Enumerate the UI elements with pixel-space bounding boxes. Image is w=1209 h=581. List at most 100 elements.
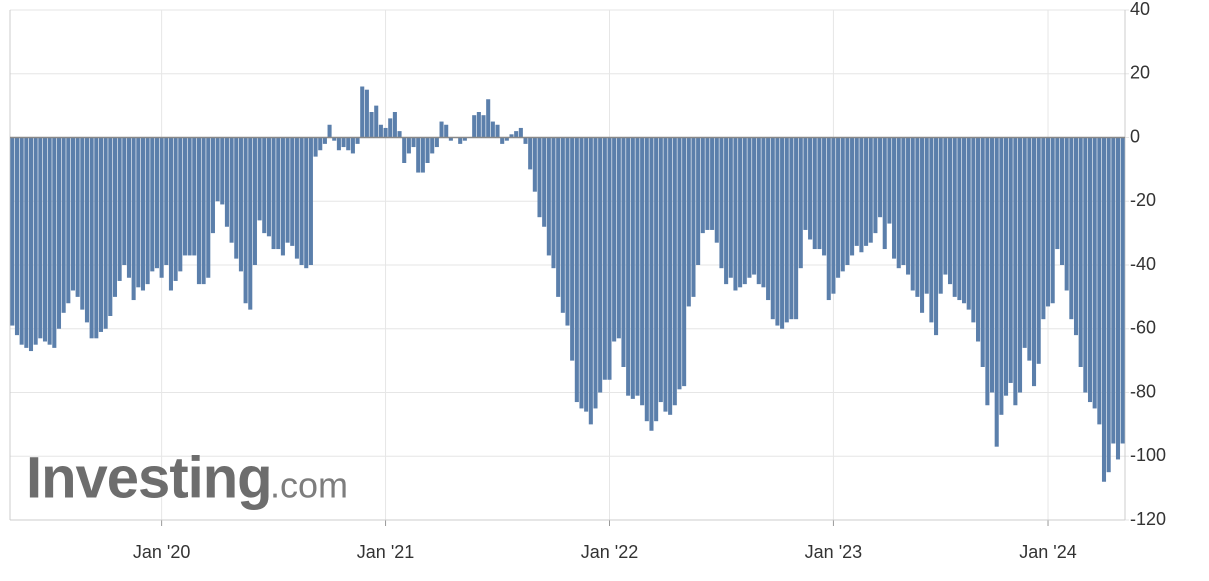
bar [1017, 137, 1023, 393]
bar [784, 137, 789, 323]
bar [710, 137, 715, 230]
bar [840, 137, 845, 272]
bar [201, 137, 206, 285]
bar [420, 137, 425, 173]
bar [1073, 137, 1079, 336]
bar [1087, 137, 1093, 403]
bar [1106, 137, 1111, 473]
bar [378, 124, 383, 138]
bar [448, 137, 453, 141]
bar [742, 137, 747, 285]
bar [976, 137, 981, 342]
bar [1036, 137, 1041, 364]
bar [397, 131, 402, 138]
bar [789, 137, 794, 320]
bar [318, 137, 323, 151]
bar [210, 137, 215, 234]
bar [332, 137, 337, 141]
bar [24, 137, 29, 348]
bar [957, 137, 962, 301]
bar [654, 137, 659, 422]
bar [94, 137, 99, 339]
bar [822, 137, 827, 256]
bar [481, 115, 486, 138]
bar [38, 137, 43, 339]
bar [761, 137, 766, 288]
bar [220, 137, 225, 205]
bar [154, 137, 159, 269]
bar [33, 137, 38, 345]
x-tick-label: Jan '20 [133, 542, 190, 562]
bar [798, 137, 803, 269]
bar [462, 137, 467, 141]
bar [929, 137, 934, 323]
y-tick-label: -60 [1130, 318, 1156, 338]
bar [476, 112, 481, 138]
bar [126, 137, 131, 278]
bar [994, 137, 999, 447]
bar [551, 137, 556, 269]
bar [733, 137, 738, 291]
bar [1022, 137, 1027, 348]
bar [1045, 137, 1051, 307]
bar [364, 89, 369, 138]
y-tick-label: -20 [1130, 190, 1156, 210]
bar [173, 137, 178, 281]
bar [700, 137, 705, 234]
bar [10, 137, 15, 326]
bar [1027, 137, 1032, 361]
bar [691, 137, 696, 297]
x-tick-label: Jan '21 [357, 542, 414, 562]
bar [747, 137, 752, 278]
bar [864, 137, 869, 246]
bar [500, 137, 505, 144]
bar [752, 137, 757, 275]
bar [714, 137, 719, 243]
bar [999, 137, 1004, 415]
bar [150, 137, 155, 272]
bar [252, 137, 257, 265]
bar [234, 137, 239, 259]
y-tick-label: -80 [1130, 381, 1156, 401]
bar [570, 137, 575, 361]
bar [486, 99, 491, 138]
bar [346, 137, 351, 151]
bar [808, 137, 813, 240]
bar [682, 137, 687, 387]
bar [640, 137, 645, 406]
bar [271, 137, 276, 250]
bar [612, 137, 617, 342]
bar [509, 134, 514, 138]
x-tick-label: Jan '24 [1019, 542, 1076, 562]
bar [504, 137, 509, 141]
bar [131, 137, 136, 301]
bar [495, 124, 500, 138]
bar [136, 137, 141, 288]
bar [1059, 137, 1065, 265]
bar [644, 137, 649, 422]
bar [341, 137, 346, 148]
bar [257, 137, 262, 221]
bar [355, 137, 360, 144]
bar [458, 137, 463, 144]
bar [831, 137, 836, 294]
bar [980, 137, 985, 367]
bar [1101, 137, 1107, 482]
bar [70, 137, 76, 291]
y-tick-label: 0 [1130, 126, 1140, 146]
bar [1092, 137, 1097, 409]
bar [248, 137, 253, 310]
bar [350, 137, 355, 154]
bar [616, 137, 621, 339]
bar [434, 137, 439, 148]
bar [1050, 137, 1055, 304]
bar [383, 127, 388, 138]
bar [868, 137, 873, 243]
bar [164, 137, 169, 265]
bar [705, 137, 710, 230]
bar [901, 137, 906, 265]
bar [649, 137, 654, 431]
bar [938, 137, 943, 294]
bar [966, 137, 971, 310]
bar [738, 137, 743, 288]
